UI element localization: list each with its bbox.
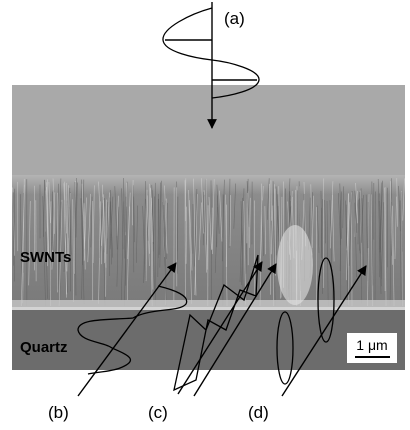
quartz-label: Quartz bbox=[20, 339, 68, 356]
top-surface bbox=[12, 85, 405, 177]
label-c: (c) bbox=[148, 403, 168, 422]
nanotube-forest bbox=[12, 175, 405, 307]
scale-bar-label: 1 μm bbox=[356, 337, 387, 353]
label-a: (a) bbox=[224, 9, 245, 28]
label-d: (d) bbox=[248, 403, 269, 422]
swnts-label: SWNTs bbox=[20, 249, 71, 266]
quartz-substrate bbox=[12, 310, 405, 370]
page: {"panel_labels": ["(a)", "(b)", "(c)", "… bbox=[0, 0, 410, 430]
bright-patch bbox=[277, 225, 313, 305]
label-b: (b) bbox=[48, 403, 69, 422]
figure: SWNTs Quartz 1 μm (a) (b) (c) (d) bbox=[0, 0, 410, 430]
interface-band bbox=[12, 300, 405, 310]
